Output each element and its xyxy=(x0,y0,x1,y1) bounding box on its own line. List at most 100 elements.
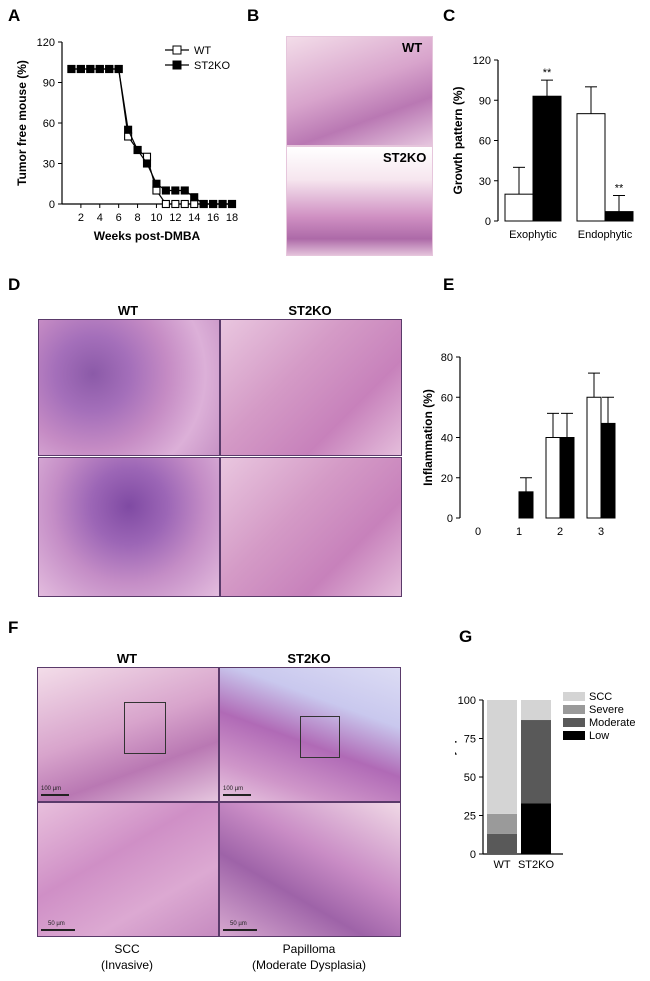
data-point-wt xyxy=(190,199,199,209)
histology-d-ko-top xyxy=(220,319,402,456)
scale-label-f-top-right: 100 µm xyxy=(223,786,244,792)
data-point-st2ko xyxy=(171,186,180,195)
legend-swatch-scc xyxy=(563,692,585,701)
panel-label-b: B xyxy=(247,6,260,25)
data-point-st2ko xyxy=(114,64,123,74)
x-tick-label: 0 xyxy=(475,526,481,538)
significance-mark: ** xyxy=(543,67,552,79)
chart-c: 0 30 60 90 120 Growth pattern (%) Exophytic End… xyxy=(451,55,634,241)
data-point-st2ko xyxy=(227,199,237,209)
y-axis-label: Growth pattern (%) xyxy=(451,87,465,195)
histology-b-wt-label: WT xyxy=(402,40,423,55)
caption-f-left-line1: SCC xyxy=(114,942,140,956)
scale-label-f-top-left: 100 µm xyxy=(41,786,62,792)
zoom-box-wt xyxy=(124,702,166,754)
scale-bar-f-top-right xyxy=(223,794,251,796)
legend-swatch-low xyxy=(563,731,585,740)
stacked-segment-scc xyxy=(521,700,551,721)
data-point-st2ko xyxy=(142,159,152,168)
stacked-segment-moderate xyxy=(487,833,517,854)
caption-f-right-line1: Papilloma xyxy=(282,942,336,956)
data-point-st2ko xyxy=(76,64,85,74)
histology-d-wt-bottom xyxy=(38,457,220,597)
legend-swatch-severe xyxy=(563,705,585,714)
y-tick-label: 0 xyxy=(447,513,453,525)
histology-d-ko-bottom xyxy=(220,457,402,597)
x-tick-label: 10 xyxy=(150,212,162,224)
x-tick-label: 3 xyxy=(598,526,604,538)
panel-label-g: G xyxy=(459,627,473,646)
bar-st2ko xyxy=(559,437,575,519)
histology-b-ko-label: ST2KO xyxy=(383,150,427,165)
caption-f-left-line2: (Invasive) xyxy=(100,958,153,972)
legend-label-moderate: Moderate xyxy=(589,717,635,729)
x-tick-label: 8 xyxy=(134,212,140,224)
legend-label-wt: WT xyxy=(194,45,211,57)
panel-label-a: A xyxy=(8,6,21,25)
x-tick-label: WT xyxy=(493,859,510,871)
y-tick-label: 0 xyxy=(49,199,55,211)
y-tick-label: 60 xyxy=(479,136,491,148)
bar-wt xyxy=(504,193,534,222)
x-tick-label: 1 xyxy=(516,526,522,538)
y-tick-label: 90 xyxy=(479,95,491,107)
chart-a: 0 30 60 90 120 2 4 6 8 10 12 14 16 18 Weeks post-DMBA T… xyxy=(15,37,238,243)
y-axis-label: Tumor free mouse (%) xyxy=(15,60,29,186)
scale-bar-f-bottom-left xyxy=(41,929,75,931)
scale-bar-f-bottom-right xyxy=(223,929,257,931)
bar-wt xyxy=(545,437,561,519)
panel-label-d: D xyxy=(8,275,21,294)
y-tick-label: 60 xyxy=(43,118,55,130)
data-point-st2ko xyxy=(190,193,199,202)
histology-f-wt-title: WT xyxy=(116,651,138,666)
significance-mark: ** xyxy=(615,183,624,195)
x-tick-label: 6 xyxy=(116,212,122,224)
x-tick-label: 2 xyxy=(78,212,84,224)
legend-swatch-moderate xyxy=(563,718,585,727)
data-point-st2ko xyxy=(133,145,142,155)
bar-st2ko xyxy=(600,422,616,519)
bar-wt xyxy=(586,396,602,519)
y-tick-label: 30 xyxy=(479,176,491,188)
stacked-segment-scc xyxy=(487,700,517,814)
data-point-st2ko xyxy=(199,199,208,209)
y-tick-label: 120 xyxy=(37,37,55,49)
y-tick-label: 80 xyxy=(441,352,453,364)
histology-f-ko-top xyxy=(219,667,401,802)
legend-label-low: Low xyxy=(589,730,609,742)
histology-f-ko-bottom xyxy=(219,802,401,937)
legend-marker xyxy=(172,45,182,55)
histology-f-ko-title: ST2KO xyxy=(287,651,331,666)
y-tick-label: 120 xyxy=(473,55,491,67)
x-tick-label: 2 xyxy=(557,526,563,538)
scale-label-f-bottom-left: 50 µm xyxy=(48,921,65,927)
x-tick-label: 4 xyxy=(97,212,103,224)
y-tick-label: 20 xyxy=(441,473,453,485)
legend-label-scc: SCC xyxy=(589,691,612,703)
chart-e: 0 20 40 60 80 Inflammation (%) 0 1 2 3 xyxy=(421,352,616,538)
data-point-st2ko xyxy=(209,199,218,209)
caption-f-right-line2: (Moderate Dysplasia) xyxy=(251,958,367,972)
data-point-wt xyxy=(180,199,189,209)
x-tick-label: Endophytic xyxy=(578,229,633,241)
panel-label-e: E xyxy=(443,275,455,294)
data-point-st2ko xyxy=(152,179,161,188)
legend-label-st2ko: ST2KO xyxy=(194,60,231,72)
y-tick-label: 25 xyxy=(464,811,476,823)
histology-f-wt-top xyxy=(37,667,219,802)
stacked-segment-severe xyxy=(487,813,517,834)
legend-marker xyxy=(172,60,182,70)
y-tick-label: 60 xyxy=(441,392,453,404)
x-tick-label: 16 xyxy=(207,212,219,224)
y-tick-label: 30 xyxy=(43,159,55,171)
y-tick-label: 75 xyxy=(464,734,476,746)
data-point-st2ko xyxy=(86,64,95,74)
histology-f-wt-bottom xyxy=(37,802,219,937)
y-tick-label: 40 xyxy=(441,433,453,445)
data-point-st2ko xyxy=(124,125,133,134)
y-tick-label: 90 xyxy=(43,78,55,90)
bar-wt xyxy=(576,113,606,222)
y-tick-label: 0 xyxy=(485,216,491,228)
data-point-st2ko xyxy=(218,199,227,209)
series-line-wt xyxy=(71,68,232,205)
